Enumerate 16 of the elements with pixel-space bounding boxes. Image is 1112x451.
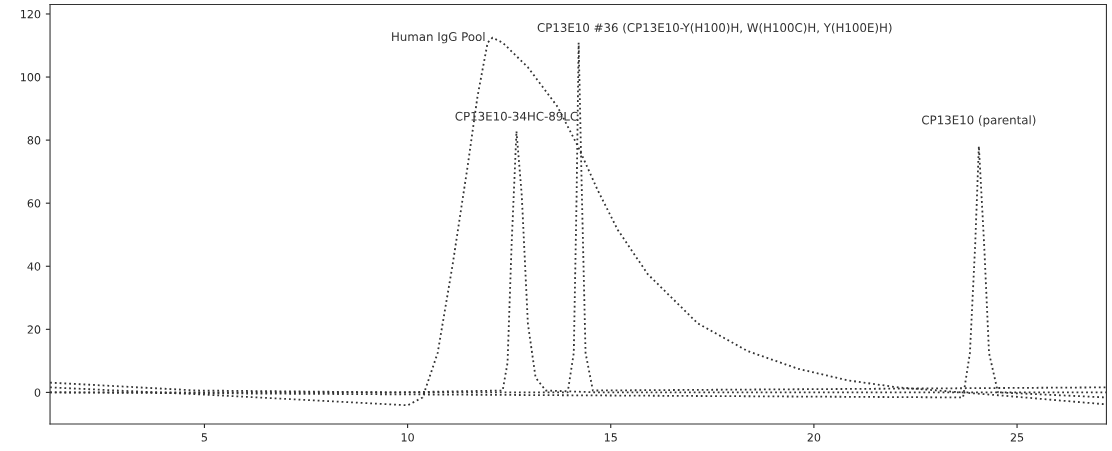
y-tick-label: 0 [34, 388, 41, 397]
x-tick-label: 5 [201, 433, 207, 442]
y-tick-label: 120 [21, 9, 41, 19]
y-tick-label: 80 [27, 136, 41, 145]
x-tick-label: 10 [401, 433, 414, 442]
annotation: Human IgG Pool [392, 31, 485, 44]
y-tick-label: 40 [27, 262, 41, 271]
y-tick-label: 60 [27, 199, 41, 208]
annotation: CP13E10 (parental) [922, 115, 1036, 127]
x-tick-label: 25 [1010, 433, 1024, 442]
annotation: CP13E10 #36 (CP13E10-Y(H100)H, W(H100C)H, Y(H100E)H) [537, 22, 892, 34]
y-tick-label: 20 [27, 325, 41, 334]
x-tick-label: 20 [807, 433, 821, 442]
annotation: CP13E10-34HC-89LC [455, 111, 578, 121]
x-tick-label: 15 [604, 433, 617, 442]
y-tick-label: 100 [21, 73, 41, 82]
